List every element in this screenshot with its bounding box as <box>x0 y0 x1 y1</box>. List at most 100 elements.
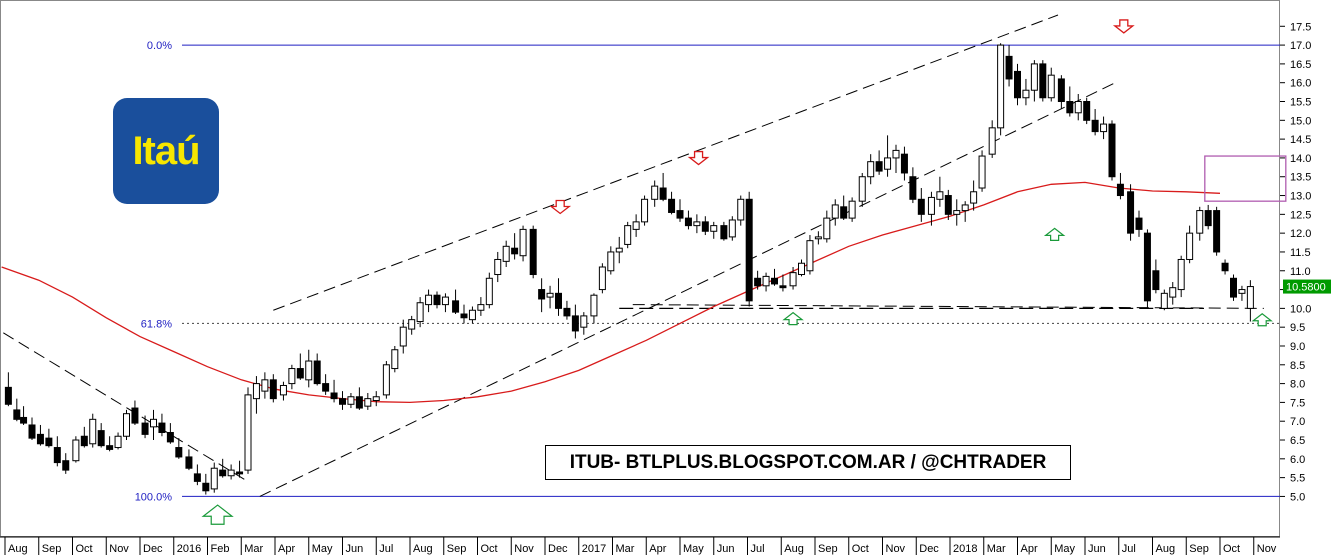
candle-body <box>607 251 615 272</box>
candle-body <box>798 262 805 276</box>
candle-body <box>313 360 321 385</box>
x-axis: Aug Sep Oct Nov Dec 2016 Feb Mar Apr May Jun Jul Aug… <box>0 536 1280 555</box>
candle <box>296 353 304 380</box>
candle <box>641 195 649 226</box>
candle-body <box>1204 210 1212 227</box>
candle-body <box>858 176 866 202</box>
candle <box>322 374 330 395</box>
candle-body <box>745 198 753 302</box>
candle-body <box>502 245 510 262</box>
candle <box>89 413 97 448</box>
candle <box>252 376 260 414</box>
candle-body <box>288 368 296 385</box>
candle <box>858 172 866 207</box>
candle <box>580 312 588 335</box>
x-tick-label: Apr <box>1021 543 1038 555</box>
x-tick-label: Oct <box>481 543 498 555</box>
candle <box>701 216 709 236</box>
candle-body <box>1057 78 1065 103</box>
candle-body <box>416 302 424 323</box>
candle-body <box>529 228 537 276</box>
candle <box>1221 259 1229 275</box>
candle <box>754 270 762 290</box>
candle-body <box>1143 232 1151 302</box>
candle <box>347 393 355 409</box>
x-tick-label: May <box>683 543 704 555</box>
candle <box>4 372 12 407</box>
candle-body <box>166 431 174 443</box>
candle-body <box>693 221 701 227</box>
candle-body <box>296 368 304 379</box>
down-arrow-icon <box>687 150 710 166</box>
candle-body <box>158 422 166 433</box>
candle-body <box>114 435 122 449</box>
candle <box>399 319 407 354</box>
candle-body <box>53 447 61 464</box>
candle <box>1204 204 1212 230</box>
candle-body <box>399 326 407 347</box>
up-arrow-icon <box>782 311 804 326</box>
candle-body <box>771 277 778 285</box>
candle <box>961 201 969 222</box>
x-tick-label: Nov <box>514 543 534 555</box>
y-tick-label: 11.5 <box>1290 247 1311 259</box>
candle <box>114 432 122 450</box>
candle-body <box>305 360 313 381</box>
candle-body <box>269 379 277 400</box>
candle-body <box>150 418 157 428</box>
candle <box>1116 172 1124 200</box>
candle <box>1246 280 1254 322</box>
x-tick-label: Nov <box>1257 543 1277 555</box>
candle-body <box>806 240 814 272</box>
candle <box>927 191 935 226</box>
x-tick-label: May <box>312 543 333 555</box>
candle <box>1135 210 1143 237</box>
trendline <box>3 332 245 480</box>
x-tick-label: Sep <box>1189 543 1209 555</box>
candle <box>425 289 433 313</box>
candle-body <box>917 198 925 215</box>
candle-body <box>659 187 667 200</box>
candle <box>236 460 244 478</box>
candle <box>823 210 831 243</box>
candle <box>590 293 598 324</box>
candle <box>175 438 183 459</box>
candle-body <box>900 153 908 174</box>
candle <box>615 236 623 264</box>
candle <box>720 221 728 241</box>
y-tick-label: 16.5 <box>1290 59 1311 71</box>
candle <box>1074 93 1082 121</box>
candle-body <box>236 471 244 475</box>
candle <box>106 436 114 452</box>
candle <box>416 297 424 328</box>
x-tick-label: 2018 <box>953 543 977 555</box>
candle-body <box>1186 232 1194 260</box>
fib-label: 61.8% <box>141 318 172 330</box>
candle-body <box>701 221 709 232</box>
candle-body <box>511 247 519 255</box>
candle <box>555 278 562 316</box>
candle <box>150 409 157 441</box>
x-tick-label: Mar <box>616 543 635 555</box>
candle <box>651 180 659 207</box>
candle <box>806 235 814 275</box>
x-tick-label: Aug <box>784 543 804 555</box>
x-tick-label: Aug <box>1156 543 1176 555</box>
y-tick-label: 6.0 <box>1290 454 1305 466</box>
candle-body <box>961 204 969 212</box>
candle <box>1005 45 1013 87</box>
candle-body <box>28 424 36 439</box>
candle <box>158 413 166 437</box>
candle-body <box>762 275 770 287</box>
candle <box>261 372 269 399</box>
candle-body <box>62 460 70 471</box>
x-tick-label: 2016 <box>177 543 201 555</box>
candle-body <box>36 433 44 445</box>
candle <box>563 300 571 320</box>
candle-body <box>193 473 201 482</box>
candle-body <box>1230 277 1237 298</box>
candle-body <box>875 161 883 172</box>
candle <box>288 364 296 390</box>
x-tick-label: Nov <box>886 543 906 555</box>
candle-body <box>546 292 554 298</box>
